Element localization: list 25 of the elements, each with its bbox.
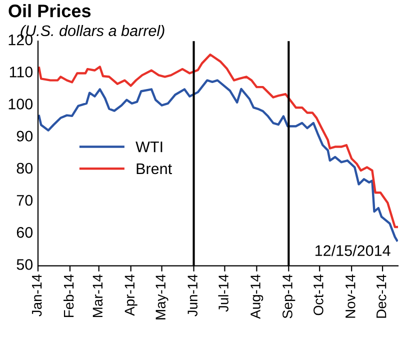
- x-tick-label: Jun-14: [188, 274, 198, 316]
- y-tick-label: 100: [8, 98, 33, 110]
- legend-label: Brent: [136, 163, 172, 174]
- x-tick-label: Aug-14: [250, 274, 264, 319]
- y-tick-label: 110: [10, 66, 33, 78]
- x-tick-label: May-14: [156, 274, 168, 320]
- y-tick-label: 50: [16, 259, 33, 270]
- x-tick-label: Jul-14: [218, 274, 228, 312]
- legend-label: WTI: [136, 142, 162, 152]
- annotation: 12/15/2014: [316, 244, 390, 256]
- x-tick-label: Dec-14: [376, 274, 386, 318]
- x-tick-label: Apr-14: [124, 274, 138, 316]
- y-tick-label: 60: [16, 227, 33, 238]
- line-series: [38, 54, 398, 228]
- y-tick-label: 80: [16, 162, 33, 174]
- chart-title: Oil Prices: [8, 4, 91, 18]
- x-tick-label: Nov-14: [346, 274, 356, 318]
- x-tick-label: Sep-14: [282, 274, 296, 318]
- x-tick-label: Feb-14: [64, 274, 74, 318]
- y-tick-label: 70: [16, 194, 33, 206]
- y-tick-label: 90: [16, 130, 33, 142]
- line-series: [38, 79, 398, 242]
- x-tick-label: Mar-14: [92, 274, 103, 318]
- x-tick-label: Oct-14: [314, 274, 324, 316]
- x-tick-label: Jan-14: [32, 274, 42, 316]
